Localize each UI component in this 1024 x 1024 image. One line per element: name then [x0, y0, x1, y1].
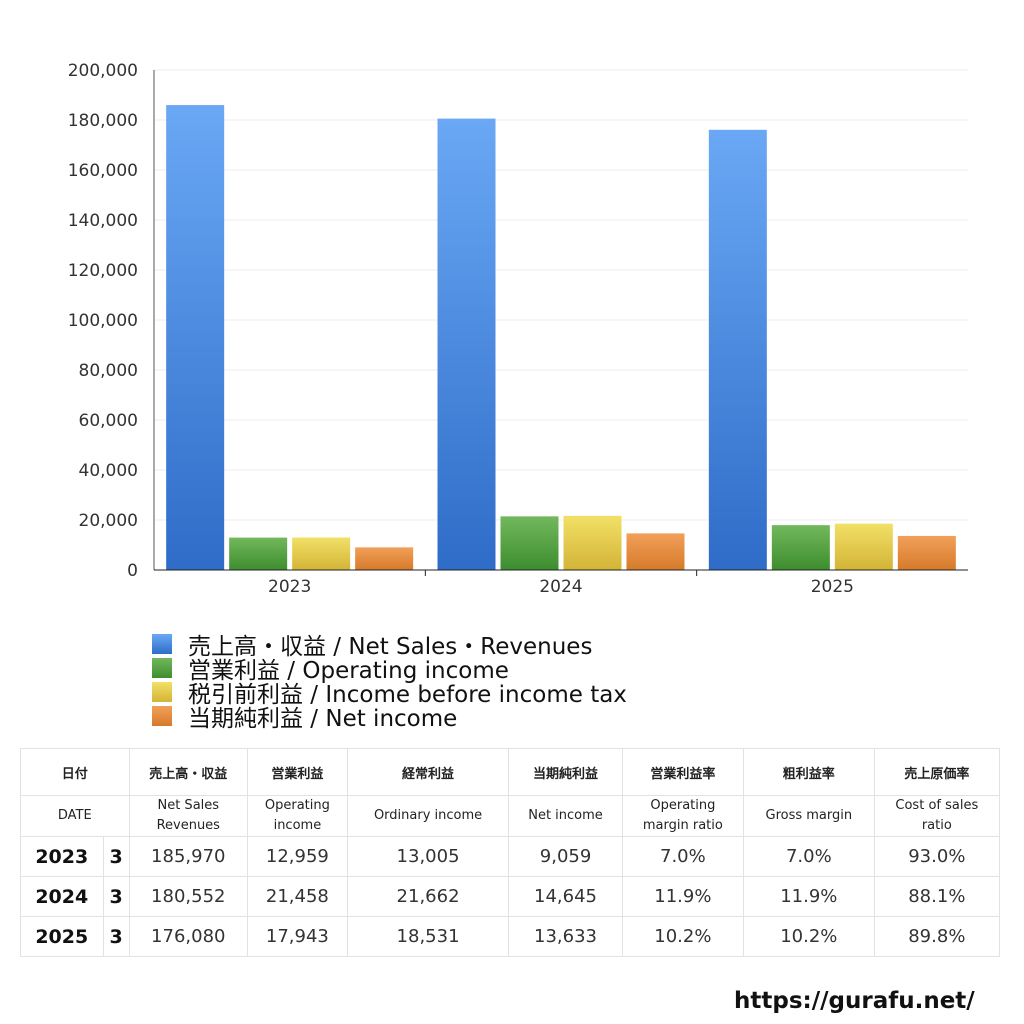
legend-swatch: [152, 634, 172, 654]
header-gross-margin-jp: 粗利益率: [742, 748, 875, 796]
bar: [708, 129, 767, 571]
bar: [834, 523, 893, 570]
header-operating-en: Operating income: [246, 795, 348, 837]
bar: [897, 535, 956, 570]
header-op-margin-en: Operating margin ratio: [621, 795, 744, 837]
bar-chart: 0 20,000 40,000 60,000 80,000 100,000 120,000 1…: [68, 61, 968, 597]
cell-year: 2025: [20, 916, 104, 957]
table-row: 2023 3 185,970 12,959 13,005 9,059 7.0% …: [20, 836, 1001, 877]
legend-label: 税引前利益 / Income before income tax: [188, 682, 627, 708]
cell-year: 2024: [20, 876, 104, 917]
table-row: 2025 3 176,080 17,943 18,531 13,633 10.2…: [20, 916, 1001, 957]
legend-label: 売上高・収益 / Net Sales・Revenues: [188, 634, 593, 660]
y-tick-label: 0: [127, 561, 138, 581]
cell-ordinary: 13,005: [346, 836, 510, 877]
legend: 売上高・収益 / Net Sales・Revenues 営業利益 / Operat…: [152, 632, 627, 732]
legend-label: 当期純利益 / Net income: [188, 706, 458, 732]
bar: [292, 537, 351, 570]
cell-op-margin: 11.9%: [621, 876, 744, 917]
cell-year: 2023: [20, 836, 104, 877]
y-tick-label: 160,000: [68, 161, 138, 181]
bar: [229, 537, 288, 570]
legend-swatch: [152, 706, 172, 726]
header-date-en: DATE: [20, 795, 130, 837]
axes: 0 20,000 40,000 60,000 80,000 100,000 120,000 1…: [68, 61, 968, 597]
y-tick-label: 200,000: [68, 61, 138, 81]
cell-cost-ratio: 89.8%: [873, 916, 1001, 957]
cell-gross-margin: 7.0%: [742, 836, 875, 877]
y-tick-label: 120,000: [68, 261, 138, 281]
y-tick-label: 140,000: [68, 211, 138, 231]
legend-item: 当期純利益 / Net income: [152, 704, 627, 732]
header-op-margin-jp: 営業利益率: [621, 748, 744, 796]
cell-sales: 185,970: [128, 836, 248, 877]
header-sales-jp: 売上高・収益: [128, 748, 248, 796]
header-operating-jp: 営業利益: [246, 748, 348, 796]
y-tick-label: 60,000: [79, 411, 138, 431]
cell-cost-ratio: 93.0%: [873, 836, 1001, 877]
y-tick-label: 40,000: [79, 461, 138, 481]
cell-operating: 12,959: [246, 836, 348, 877]
cell-gross-margin: 11.9%: [742, 876, 875, 917]
bar: [563, 515, 622, 570]
header-cost-ratio-jp: 売上原価率: [873, 748, 1001, 796]
bar: [166, 105, 225, 570]
cell-sales: 176,080: [128, 916, 248, 957]
cell-month: 3: [102, 916, 130, 957]
financial-table: 日付 売上高・収益 営業利益 経常利益 当期純利益 営業利益率 粗利益率 売上原…: [20, 748, 1001, 957]
legend-item: 営業利益 / Operating income: [152, 656, 627, 684]
y-tick-label: 20,000: [79, 511, 138, 531]
cell-net: 9,059: [508, 836, 623, 877]
legend-swatch: [152, 682, 172, 702]
legend-item: 税引前利益 / Income before income tax: [152, 680, 627, 708]
header-sales-en: Net Sales Revenues: [128, 795, 248, 837]
cell-net: 14,645: [508, 876, 623, 917]
cell-ordinary: 18,531: [346, 916, 510, 957]
bar: [626, 533, 685, 570]
y-tick-label: 100,000: [68, 311, 138, 331]
header-cost-ratio-en: Cost of sales ratio: [873, 795, 1001, 837]
cell-month: 3: [102, 876, 130, 917]
legend-swatch: [152, 658, 172, 678]
cell-net: 13,633: [508, 916, 623, 957]
legend-label: 営業利益 / Operating income: [188, 658, 509, 684]
cell-operating: 21,458: [246, 876, 348, 917]
x-tick-label: 2024: [539, 577, 582, 597]
cell-op-margin: 10.2%: [621, 916, 744, 957]
bars: [166, 105, 956, 571]
grid-lines: [154, 69, 968, 521]
cell-month: 3: [102, 836, 130, 877]
table-row: 2024 3 180,552 21,458 21,662 14,645 11.9…: [20, 876, 1001, 917]
bar: [500, 516, 559, 570]
cell-operating: 17,943: [246, 916, 348, 957]
cell-gross-margin: 10.2%: [742, 916, 875, 957]
header-row-japanese: 日付 売上高・収益 営業利益 経常利益 当期純利益 営業利益率 粗利益率 売上原…: [20, 748, 1001, 796]
legend-item: 売上高・収益 / Net Sales・Revenues: [152, 632, 627, 660]
x-tick-label: 2025: [811, 577, 854, 597]
header-row-english: DATE Net Sales Revenues Operating income O…: [20, 795, 1001, 837]
header-ordinary-en: Ordinary income: [346, 795, 510, 837]
bar: [771, 525, 830, 570]
cell-ordinary: 21,662: [346, 876, 510, 917]
site-url[interactable]: https://gurafu.net/: [734, 988, 975, 1014]
y-tick-label: 80,000: [79, 361, 138, 381]
y-tick-label: 180,000: [68, 111, 138, 131]
header-date-jp: 日付: [20, 748, 130, 796]
header-net-jp: 当期純利益: [508, 748, 623, 796]
header-gross-margin-en: Gross margin: [742, 795, 875, 837]
cell-cost-ratio: 88.1%: [873, 876, 1001, 917]
bar: [355, 547, 414, 570]
cell-op-margin: 7.0%: [621, 836, 744, 877]
bar: [437, 118, 496, 571]
header-net-en: Net income: [508, 795, 623, 837]
cell-sales: 180,552: [128, 876, 248, 917]
x-tick-label: 2023: [268, 577, 311, 597]
header-ordinary-jp: 経常利益: [346, 748, 510, 796]
